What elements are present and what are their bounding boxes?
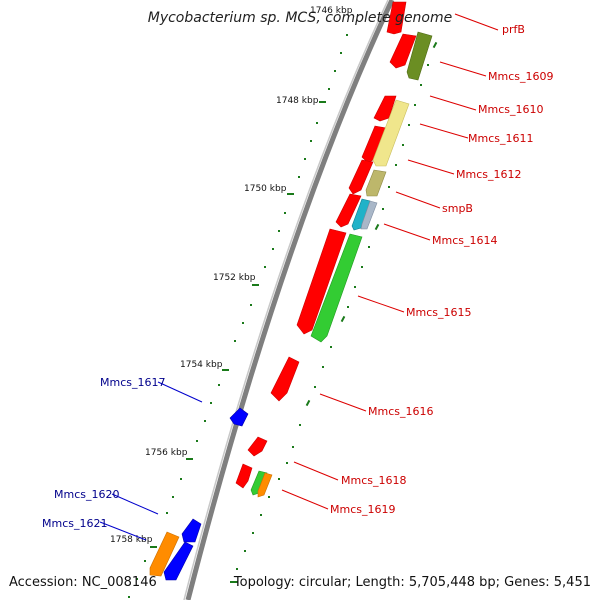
outer-tick-track	[230, 41, 438, 583]
gene-arrow-cyan	[351, 198, 371, 231]
gene-arrow-red	[348, 159, 374, 195]
gene-labels-left: Mmcs_1617 Mmcs_1620 Mmcs_1621	[42, 376, 165, 530]
kbp-label: 1758 kbp	[110, 535, 153, 545]
kbp-label: 1748 kbp	[276, 96, 319, 106]
gene-arrow-red	[335, 193, 362, 228]
reverse-genes	[149, 407, 249, 581]
gene-arrow-khaki	[372, 99, 410, 167]
gene-arrow-red	[361, 125, 387, 164]
gene-arrow-blue	[229, 407, 249, 427]
gene-arrow-orange	[257, 472, 273, 498]
gene-arrow-orange	[149, 531, 180, 577]
kbp-label: 1754 kbp	[180, 360, 223, 370]
gene-arrow-red	[386, 1, 407, 35]
map-title: Mycobacterium sp. MCS, complete genome	[148, 10, 453, 26]
accession-text: Accession: NC_008146	[9, 575, 157, 590]
gene-arrow-red	[389, 33, 417, 69]
gene-arrow-red	[247, 436, 268, 457]
forward-genes-red	[235, 1, 417, 489]
kbp-label: 1752 kbp	[213, 273, 256, 283]
genome-backbone	[185, 0, 395, 600]
gene-arrow-red	[373, 95, 397, 122]
gene-label: Mmcs_1615	[406, 306, 471, 319]
topology-text: Topology: circular; Length: 5,705,448 bp…	[233, 575, 591, 590]
callout-lines-left	[99, 381, 203, 541]
gene-arrow-steel	[360, 200, 378, 230]
kbp-label: 1750 kbp	[244, 184, 287, 194]
gene-label: Mmcs_1619	[330, 503, 395, 516]
gene-label: Mmcs_1621	[42, 517, 107, 530]
gene-label: Mmcs_1612	[456, 168, 521, 181]
kbp-labels: 1746 kbp 1748 kbp 1750 kbp 1752 kbp 1754…	[110, 6, 353, 545]
gene-label: prfB	[502, 23, 525, 36]
gene-label: Mmcs_1616	[368, 405, 433, 418]
inner-tick-track	[128, 34, 348, 598]
gene-label: smpB	[442, 202, 473, 215]
gene-arrow-green	[310, 233, 363, 343]
gene-arrow-red	[270, 356, 300, 402]
gene-arrow-blue	[181, 518, 202, 543]
genome-backbone-highlight	[183, 0, 389, 600]
gene-label: Mmcs_1618	[341, 474, 406, 487]
forward-genes-colored	[250, 31, 433, 498]
gene-label: Mmcs_1610	[478, 103, 543, 116]
gene-label: Mmcs_1611	[468, 132, 533, 145]
gene-arrow-red	[235, 463, 253, 489]
gene-label: Mmcs_1609	[488, 70, 553, 83]
kbp-label: 1746 kbp	[310, 6, 353, 16]
gene-arrow-green	[250, 470, 268, 496]
gene-arrow-red	[296, 228, 347, 335]
gene-arrow-blue	[163, 541, 194, 581]
gene-labels-right: prfB Mmcs_1609 Mmcs_1610 Mmcs_1611 Mmcs_…	[330, 23, 553, 516]
kbp-label: 1756 kbp	[145, 448, 188, 458]
gene-arrow-khaki-dark	[365, 169, 387, 197]
gene-label: Mmcs_1614	[432, 234, 497, 247]
callout-lines-right	[281, 13, 499, 510]
gene-label: Mmcs_1617	[100, 376, 165, 389]
gene-arrow-olive	[406, 31, 433, 81]
gene-label: Mmcs_1620	[54, 488, 119, 501]
